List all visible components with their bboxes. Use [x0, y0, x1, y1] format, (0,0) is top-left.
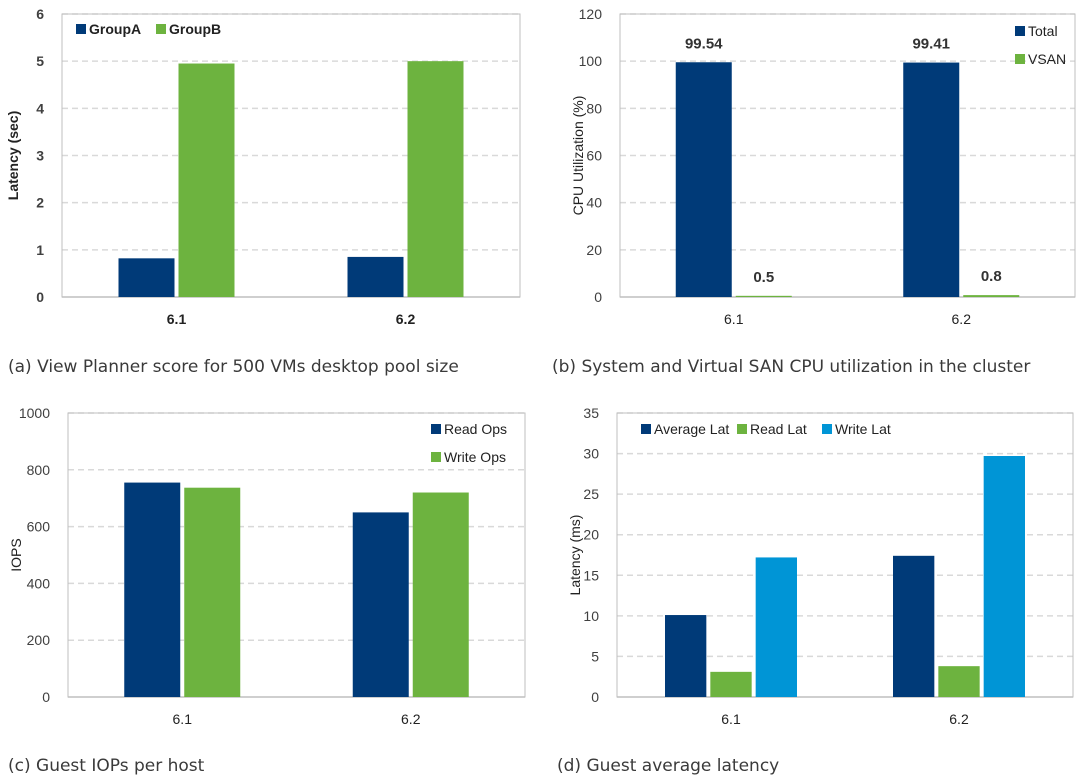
x-tick-label: 6.1	[721, 711, 741, 727]
caption-c: (c) Guest IOPs per host	[8, 756, 205, 776]
bar-groupb	[178, 63, 235, 298]
y-tick-label: 120	[579, 6, 603, 22]
y-tick-label: 80	[586, 100, 602, 116]
x-tick-label: 6.1	[167, 311, 187, 327]
y-tick-label: 40	[586, 195, 602, 211]
legend-swatch	[641, 424, 651, 434]
y-tick-label: 20	[583, 527, 599, 543]
caption-a: (a) View Planner score for 500 VMs deskt…	[8, 357, 459, 377]
data-label: 0.5	[753, 269, 774, 286]
legend-swatch	[156, 24, 166, 34]
y-tick-label: 800	[27, 462, 51, 478]
y-tick-label: 6	[36, 6, 44, 22]
y-axis-label: Latency (ms)	[567, 515, 583, 596]
y-tick-label: 0	[36, 289, 44, 305]
legend-label: Write Ops	[444, 449, 506, 465]
legend-swatch	[822, 424, 832, 434]
chart-panel-d: 0 5 10 15 20 25 30 35 Latency (ms) 6.1 6.2 Average …	[567, 405, 1074, 727]
legend-label: GroupA	[89, 21, 141, 37]
bar-read-lat	[710, 671, 752, 697]
y-tick-label: 35	[583, 405, 599, 421]
y-tick-label: 400	[27, 575, 51, 591]
legend-swatch	[737, 424, 747, 434]
y-tick-label: 15	[583, 567, 599, 583]
bar-vsan	[963, 295, 1020, 297]
data-label: 0.8	[981, 268, 1002, 285]
legend-label: GroupB	[169, 21, 221, 37]
caption-d: (d) Guest average latency	[557, 756, 780, 776]
bar-read-lat	[938, 666, 980, 697]
bar-average-lat	[665, 615, 707, 697]
legend-label: Total	[1028, 23, 1058, 39]
bar-groupa	[118, 258, 175, 297]
bar-average-lat	[893, 555, 935, 697]
bar-groupb	[407, 61, 464, 297]
legend-label: Read Ops	[444, 421, 507, 437]
x-tick-label: 6.1	[724, 311, 744, 327]
bar-write-ops	[412, 492, 469, 697]
y-tick-label: 1	[36, 242, 44, 258]
y-axis-label: IOPS	[8, 538, 24, 571]
y-tick-label: 5	[36, 53, 44, 69]
x-tick-label: 6.2	[396, 311, 416, 327]
legend-swatch	[1015, 26, 1025, 36]
caption-b: (b) System and Virtual SAN CPU utilizati…	[552, 357, 1031, 377]
data-label: 99.54	[685, 35, 723, 52]
y-tick-label: 20	[586, 242, 602, 258]
bar-total	[675, 62, 732, 298]
chart-panel-c: 0 200 400 600 800 1000 IOPS 6.1 6.2 Read Ops Write…	[8, 405, 526, 727]
y-tick-label: 1000	[19, 405, 50, 421]
y-tick-label: 200	[27, 632, 51, 648]
x-tick-label: 6.2	[949, 711, 969, 727]
bar-write-lat	[755, 557, 797, 697]
legend-label: VSAN	[1028, 51, 1066, 67]
bar-vsan	[735, 295, 792, 297]
y-axis-label: CPU Utilization (%)	[570, 96, 586, 216]
legend-swatch	[431, 424, 441, 434]
y-tick-label: 10	[583, 608, 599, 624]
y-tick-label: 600	[27, 519, 51, 535]
bar-write-lat	[983, 456, 1025, 697]
y-tick-label: 2	[36, 195, 44, 211]
y-tick-label: 30	[583, 446, 599, 462]
y-axis-label: Latency (sec)	[5, 111, 21, 200]
y-tick-label: 60	[586, 148, 602, 164]
y-tick-label: 100	[579, 53, 603, 69]
bar-total	[903, 62, 960, 298]
y-tick-label: 0	[594, 289, 602, 305]
y-tick-label: 25	[583, 486, 599, 502]
y-tick-label: 0	[591, 689, 599, 705]
y-tick-label: 0	[42, 689, 50, 705]
y-tick-label: 5	[591, 648, 599, 664]
legend-swatch	[431, 452, 441, 462]
x-tick-label: 6.2	[401, 711, 421, 727]
y-tick-label: 3	[36, 148, 44, 164]
data-label: 99.41	[912, 36, 950, 53]
chart-panel-b: 0 20 40 60 80 100 120 CPU Utilization (%) 99.54 0…	[570, 6, 1076, 327]
bar-read-ops	[124, 482, 181, 697]
bar-read-ops	[352, 512, 409, 697]
legend-label: Write Lat	[835, 421, 891, 437]
legend-swatch	[76, 24, 86, 34]
bar-write-ops	[184, 487, 241, 697]
x-tick-label: 6.2	[952, 311, 972, 327]
x-tick-label: 6.1	[173, 711, 193, 727]
legend-label: Average Lat	[654, 421, 729, 437]
y-tick-label: 4	[36, 100, 44, 116]
chart-panel-a: 0 1 2 3 4 5 6 Latency (sec) 6.1 6.2 GroupA GroupB	[5, 6, 521, 327]
bar-groupa	[347, 256, 404, 297]
legend-swatch	[1015, 54, 1025, 64]
legend-label: Read Lat	[750, 421, 807, 437]
